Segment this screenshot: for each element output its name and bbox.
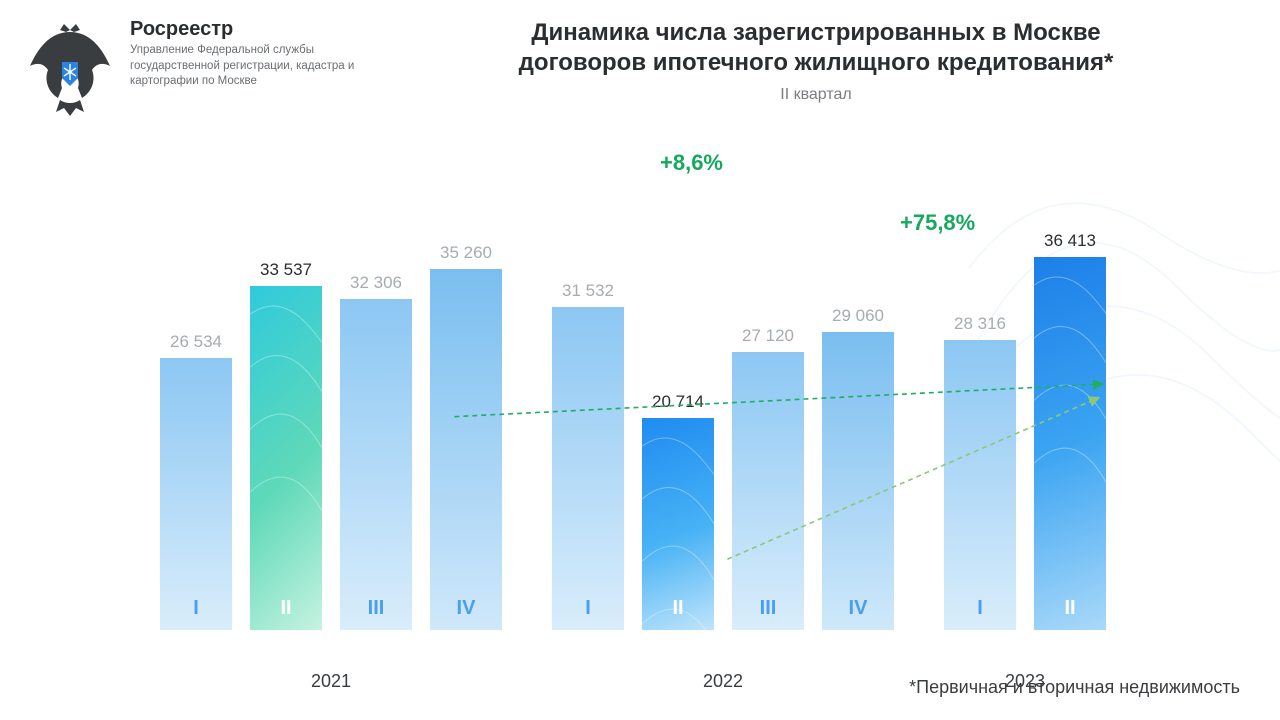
quarter-label: II: [1064, 597, 1075, 620]
bar-rect: II: [250, 286, 322, 630]
bar-value-label: 26 534: [170, 332, 222, 352]
quarter-label: III: [760, 597, 777, 620]
bar-2021-q3: 32 306 III: [340, 273, 412, 630]
year-group-2021: 26 534I33 537II32 306III35 260IV2021: [160, 190, 502, 630]
bar-2021-q1: 26 534 I: [160, 332, 232, 630]
quarter-label: III: [368, 597, 385, 620]
bar-rect: II: [1034, 257, 1106, 630]
bar-value-label: 32 306: [350, 273, 402, 293]
bar-rect: III: [732, 352, 804, 630]
bar-2023-q1: 28 316 I: [944, 314, 1016, 630]
bar-value-label: 27 120: [742, 326, 794, 346]
year-group-2022: 31 532I20 714II27 120III29 060IV2022: [552, 190, 894, 630]
logo-subtitle: Управление Федеральной службы государств…: [130, 43, 360, 90]
footnote: *Первичная и вторичная недвижимость: [909, 677, 1240, 698]
chart-subtitle: II квартал: [372, 86, 1260, 104]
main-title-line1: Динамика числа зарегистрированных в Моск…: [531, 19, 1100, 46]
year-label: 2021: [311, 671, 351, 692]
rosreestr-eagle-logo-icon: [20, 18, 120, 118]
quarter-label: IV: [849, 597, 868, 620]
main-title-line2: договоров ипотечного жилищного кредитова…: [519, 49, 1114, 76]
year-label: 2022: [703, 671, 743, 692]
bar-chart: 26 534I33 537II32 306III35 260IV202131 5…: [160, 190, 1240, 630]
bar-2022-q2: 20 714 II: [642, 392, 714, 630]
bar-2021-q4: 35 260 IV: [430, 243, 502, 630]
bar-value-label: 36 413: [1044, 231, 1096, 251]
quarter-label: I: [585, 597, 591, 620]
bar-value-label: 20 714: [652, 392, 704, 412]
quarter-label: IV: [457, 597, 476, 620]
quarter-label: I: [193, 597, 199, 620]
quarter-label: II: [280, 597, 291, 620]
bar-2023-q2: 36 413 II: [1034, 231, 1106, 630]
header: Росреестр Управление Федеральной службы …: [20, 18, 1260, 118]
title-block: Динамика числа зарегистрированных в Моск…: [372, 18, 1260, 104]
bar-rect: I: [944, 340, 1016, 630]
bar-value-label: 33 537: [260, 260, 312, 280]
bar-2022-q1: 31 532 I: [552, 281, 624, 630]
logo-title: Росреестр: [130, 18, 360, 41]
year-group-2023: 28 316I36 413II2023: [944, 190, 1106, 630]
quarter-label: I: [977, 597, 983, 620]
bar-2022-q3: 27 120 III: [732, 326, 804, 630]
bar-2021-q2: 33 537 II: [250, 260, 322, 630]
bar-rect: II: [642, 418, 714, 630]
bar-2022-q4: 29 060 IV: [822, 306, 894, 630]
bar-value-label: 31 532: [562, 281, 614, 301]
bar-rect: I: [160, 358, 232, 630]
bar-rect: IV: [822, 332, 894, 630]
bar-rect: I: [552, 307, 624, 630]
bar-rect: IV: [430, 269, 502, 630]
quarter-label: II: [672, 597, 683, 620]
callout-growth-1: +8,6%: [660, 150, 723, 176]
bar-rect: III: [340, 299, 412, 630]
bar-value-label: 35 260: [440, 243, 492, 263]
logo-block: Росреестр Управление Федеральной службы …: [20, 18, 360, 118]
bar-value-label: 28 316: [954, 314, 1006, 334]
bar-value-label: 29 060: [832, 306, 884, 326]
